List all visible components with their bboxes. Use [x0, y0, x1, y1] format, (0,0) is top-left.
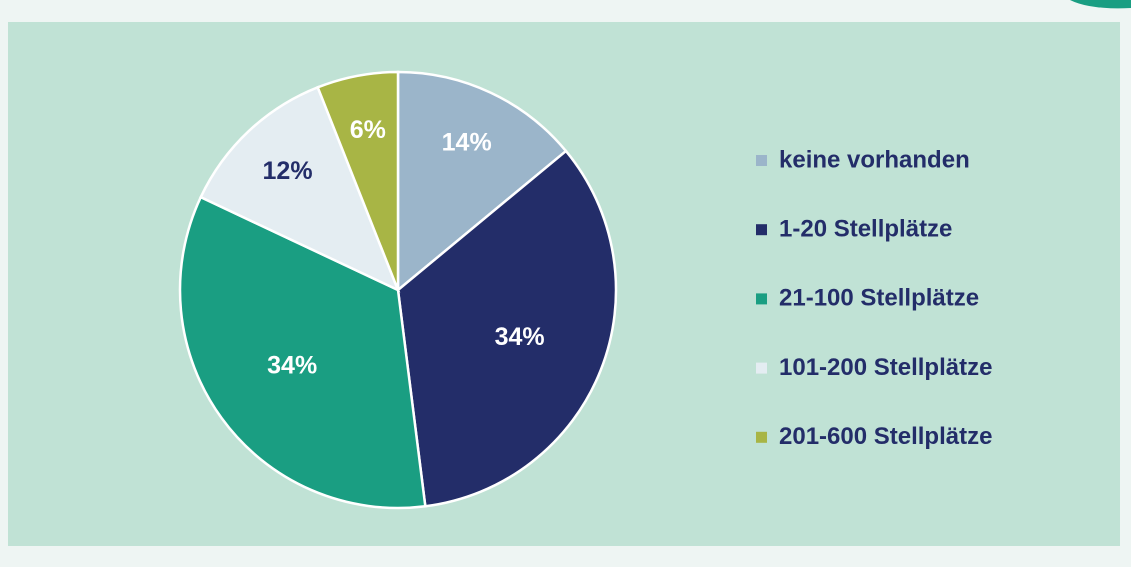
slice-label: 34% — [495, 323, 545, 351]
pie-slice — [316, 70, 400, 291]
legend-label: 1-20 Stellplätze — [779, 216, 952, 243]
legend-swatch — [756, 155, 767, 166]
legend-label: keine vorhanden — [779, 146, 970, 173]
legend-swatch — [756, 431, 767, 443]
slice-label: 14% — [442, 129, 492, 157]
legend-swatch — [756, 362, 767, 374]
pie-slice — [396, 149, 618, 508]
corner-decoration — [1070, 0, 1131, 9]
pie-slice — [396, 70, 568, 293]
legend-swatch — [756, 224, 767, 236]
legend-label: 101-200 Stellplätze — [779, 354, 992, 381]
pie-slice — [199, 85, 401, 293]
slice-label: 6% — [350, 116, 386, 144]
slice-label: 34% — [267, 351, 317, 379]
legend-label: 201-600 Stellplätze — [779, 423, 992, 450]
legend-swatch — [756, 293, 767, 305]
legend-label: 21-100 Stellplätze — [779, 285, 979, 312]
slice-label: 12% — [263, 157, 313, 185]
